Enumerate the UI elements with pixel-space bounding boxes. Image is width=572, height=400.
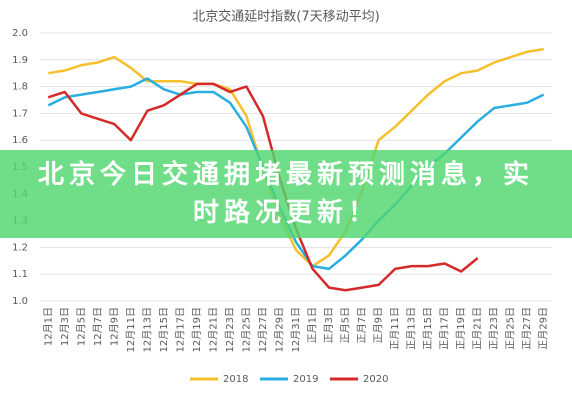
x-tick-label: 12月11日 [125, 307, 137, 352]
x-tick-label: 正月3日 [323, 307, 335, 343]
x-tick-label: 正月25日 [505, 307, 517, 350]
legend-label: 2020 [363, 374, 388, 385]
y-tick-label: 2.0 [12, 28, 28, 39]
x-tick-label: 12月1日 [42, 307, 54, 346]
x-tick-label: 12月3日 [59, 307, 71, 346]
x-tick-label: 12月29日 [273, 307, 285, 352]
line-series [48, 47, 544, 268]
x-tick-label: 正月15日 [422, 307, 434, 350]
x-tick-label: 正月5日 [340, 307, 352, 343]
y-tick-label: 1.8 [12, 82, 28, 93]
y-tick-label: 1.7 [12, 108, 28, 119]
x-tick-label: 12月19日 [191, 307, 203, 352]
x-tick-label: 12月15日 [158, 307, 170, 352]
legend-label: 2019 [293, 374, 318, 385]
x-tick-label: 正月27日 [521, 307, 533, 350]
y-tick-label: 1.0 [12, 296, 28, 307]
x-tick-label: 12月27日 [257, 307, 269, 352]
x-tick-label: 12月17日 [174, 307, 186, 352]
y-tick-label: 1.2 [12, 242, 28, 253]
banner: 北京今日交通拥堵最新预测消息，实时路况更新！ [0, 150, 572, 238]
x-tick-label: 12月31日 [290, 307, 302, 352]
x-tick-label: 12月7日 [92, 307, 104, 346]
legend-label: 2018 [223, 374, 248, 385]
y-tick-label: 1.6 [12, 135, 28, 146]
y-tick-label: 1.1 [12, 269, 28, 280]
x-tick-label: 正月1日 [307, 307, 319, 343]
x-tick-label: 正月17日 [439, 307, 451, 350]
x-tick-label: 12月13日 [141, 307, 153, 352]
x-tick-label: 正月7日 [356, 307, 368, 343]
x-tick-label: 正月23日 [488, 307, 500, 350]
chart-title: 北京交通延时指数(7天移动平均) [192, 9, 379, 25]
line-series [47, 77, 545, 271]
x-tick-label: 12月9日 [108, 307, 120, 346]
x-tick-label: 正月11日 [389, 307, 401, 350]
x-tick-label: 正月19日 [455, 307, 467, 350]
x-tick-label: 正月9日 [373, 307, 385, 343]
line-series [47, 82, 479, 292]
y-tick-label: 1.9 [12, 55, 28, 66]
banner-text: 北京今日交通拥堵最新预测消息，实时路况更新！ [37, 160, 534, 228]
x-tick-label: 正月21日 [472, 307, 484, 350]
x-tick-label: 12月21日 [207, 307, 219, 352]
x-tick-label: 12月5日 [75, 307, 87, 346]
x-tick-label: 正月13日 [406, 307, 418, 350]
x-tick-label: 正月29日 [538, 307, 550, 350]
x-tick-label: 12月25日 [240, 307, 252, 352]
x-tick-label: 12月23日 [224, 307, 236, 352]
